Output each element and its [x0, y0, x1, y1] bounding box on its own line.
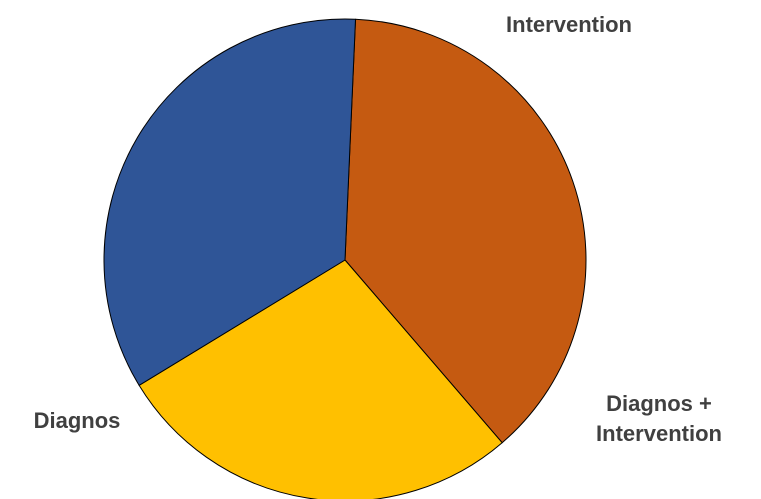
slice-label-diagnos: Diagnos [12, 406, 142, 436]
pie-slice-diagnos [103, 18, 357, 386]
slice-label-intervention-line-1: Intervention [506, 12, 632, 37]
slice-label-diagnos-intervention: Diagnos + Intervention [544, 389, 761, 449]
slice-label-diagnos-intervention-line-2: Intervention [596, 421, 722, 446]
slice-label-diagnos-line-1: Diagnos [33, 408, 121, 433]
pie-slice-diagnos-intervention [138, 259, 503, 499]
slice-label-intervention: Intervention [454, 10, 684, 40]
pie-slice-intervention [344, 18, 587, 444]
pie-slices [103, 18, 587, 499]
slice-label-diagnos-intervention-line-1: Diagnos + [606, 391, 712, 416]
